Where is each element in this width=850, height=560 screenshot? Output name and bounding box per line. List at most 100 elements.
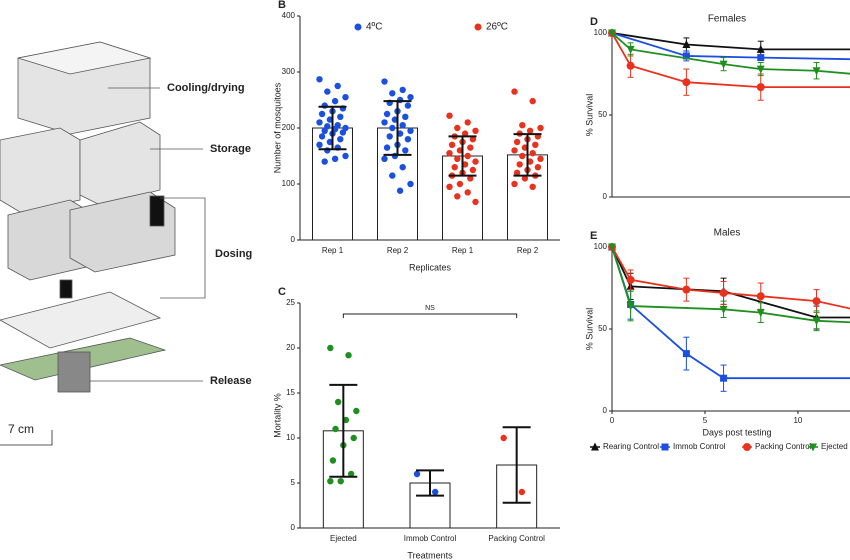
- data-point: [529, 97, 536, 105]
- data-point: [383, 144, 391, 151]
- x-tick-label: Ejected: [330, 534, 357, 543]
- data-point: [316, 119, 323, 126]
- data-point: [399, 122, 406, 129]
- data-point: [318, 133, 326, 140]
- x-axis-label: Days post testing: [702, 427, 771, 437]
- legend-marker: [354, 23, 362, 31]
- marker: [682, 52, 690, 60]
- marker: [720, 374, 728, 382]
- marker: [719, 288, 728, 297]
- scale-label: 7 cm: [8, 422, 34, 436]
- series-line: [611, 32, 850, 51]
- illustration-label: Release: [210, 375, 252, 387]
- data-point: [500, 434, 507, 442]
- marker: [719, 60, 728, 69]
- marker: [626, 302, 635, 311]
- data-point: [469, 166, 477, 174]
- legend-marker: [743, 443, 751, 451]
- data-point: [324, 147, 331, 154]
- data-point: [407, 94, 414, 101]
- x-tick-label: Rep 2: [387, 246, 409, 255]
- marker: [608, 29, 616, 38]
- marker: [626, 275, 635, 284]
- data-point: [404, 102, 412, 109]
- x-axis-label: Treatments: [407, 550, 453, 560]
- data-point: [327, 478, 334, 485]
- y-axis-label: Mortality %: [272, 393, 282, 438]
- marker: [608, 243, 616, 252]
- panel-label: B: [278, 0, 286, 11]
- data-point: [513, 169, 521, 176]
- data-point: [451, 164, 458, 171]
- legend-marker: [474, 23, 482, 31]
- data-point: [326, 138, 334, 146]
- data-point: [337, 113, 344, 121]
- data-point: [350, 434, 357, 442]
- x-tick-label: 10: [793, 416, 802, 425]
- y-tick-label: 10: [286, 433, 295, 442]
- data-point: [472, 127, 479, 134]
- series-line: [611, 246, 850, 324]
- data-point: [467, 144, 474, 151]
- data-point: [519, 152, 526, 160]
- marker: [756, 44, 765, 53]
- data-point: [316, 141, 323, 148]
- marker: [757, 54, 765, 62]
- chart-title: Females: [708, 14, 746, 25]
- data-point: [407, 180, 414, 188]
- data-point: [321, 127, 328, 134]
- data-point: [461, 130, 469, 137]
- marker: [756, 292, 765, 301]
- series-line: [611, 32, 850, 61]
- y-tick-label: 15: [286, 388, 295, 397]
- y-tick-label: 50: [598, 110, 607, 119]
- data-point: [407, 127, 414, 134]
- data-point: [446, 112, 453, 119]
- data-point: [446, 183, 453, 190]
- data-point: [446, 150, 453, 157]
- marker: [682, 350, 690, 358]
- data-point: [326, 116, 334, 123]
- data-point: [345, 352, 352, 359]
- data-point: [448, 141, 456, 148]
- y-axis-label: % Survival: [584, 94, 594, 137]
- legend-label: 4ºC: [366, 22, 382, 33]
- data-point: [413, 470, 421, 478]
- data-point: [454, 193, 461, 200]
- data-point: [331, 97, 339, 105]
- chart-title: Males: [714, 228, 741, 239]
- panel-label: C: [278, 286, 286, 298]
- y-tick-label: 400: [282, 11, 296, 20]
- data-point: [383, 110, 391, 118]
- data-point: [534, 164, 542, 171]
- data-point: [331, 155, 339, 162]
- data-point: [513, 138, 521, 146]
- data-point: [389, 172, 396, 179]
- marker: [682, 78, 691, 87]
- y-tick-label: 0: [603, 192, 608, 201]
- y-axis-label: % Survival: [584, 308, 594, 351]
- data-point: [321, 158, 328, 165]
- y-tick-label: 100: [594, 242, 608, 251]
- y-tick-label: 5: [291, 478, 296, 487]
- data-point: [389, 90, 396, 97]
- marker: [626, 61, 635, 70]
- data-point: [332, 425, 339, 433]
- data-point: [324, 88, 331, 95]
- marker: [756, 309, 765, 318]
- legend-label: 26ºC: [486, 22, 508, 33]
- data-point: [464, 119, 471, 126]
- data-point: [329, 457, 337, 464]
- x-tick-label: Packing Control: [488, 534, 545, 543]
- data-point: [454, 124, 461, 132]
- data-point: [327, 344, 334, 352]
- y-axis-label: Number of mosquitoes: [272, 82, 282, 173]
- x-tick-label: Rep 1: [452, 246, 474, 255]
- legend-label: Rearing Control: [603, 442, 659, 451]
- data-point: [381, 119, 388, 126]
- x-tick-label: Rep 2: [517, 246, 539, 255]
- data-point: [342, 94, 349, 101]
- data-point: [339, 129, 347, 136]
- data-point: [342, 152, 349, 160]
- data-point: [404, 136, 412, 143]
